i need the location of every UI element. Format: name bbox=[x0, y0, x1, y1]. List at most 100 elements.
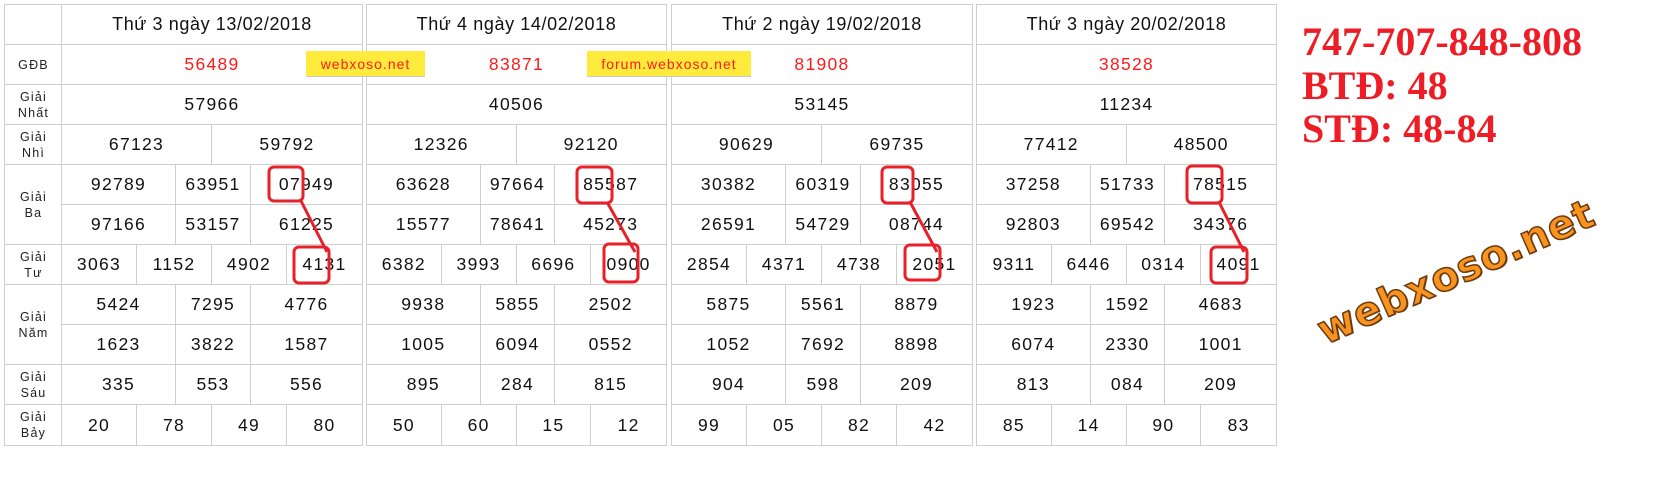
fifth-prize-cell: 7692 bbox=[786, 325, 861, 364]
results-table-day-3: Thứ 2 ngày 19/02/2018 81908 53145 90629 6973… bbox=[671, 4, 973, 446]
prize-label: Giải Năm bbox=[5, 285, 62, 365]
sixth-prize-cell: 284 bbox=[481, 365, 556, 404]
sixth-prize-cell: 335 bbox=[62, 365, 176, 404]
fifth-prize-cell: 8879 bbox=[894, 294, 939, 314]
prize-label: Giải Sáu bbox=[5, 365, 62, 405]
fifth-prize-cell: 2502 bbox=[588, 294, 633, 314]
third-prize-row: 30382 60319 83055 bbox=[672, 165, 972, 205]
date-header-cell: Thứ 2 ngày 19/02/2018 bbox=[722, 14, 922, 34]
seventh-prize-cell: 12 bbox=[617, 414, 640, 435]
prize-label: Giải Bảy bbox=[19, 410, 48, 440]
third-prize-cell: 69542 bbox=[1091, 205, 1166, 244]
seventh-prize-cell: 49 bbox=[212, 405, 287, 445]
sixth-prize-cell: 553 bbox=[176, 365, 251, 404]
sixth-prize-cell: 556 bbox=[289, 374, 324, 394]
fourth-prize-cell: 3993 bbox=[442, 245, 517, 284]
seventh-prize-row: 99 05 82 42 bbox=[672, 405, 972, 445]
seventh-prize-cell: 85 bbox=[977, 405, 1052, 445]
fifth-prize-cell: 4683 bbox=[1198, 294, 1243, 314]
fourth-prize-cell: 6446 bbox=[1052, 245, 1127, 284]
fourth-prize-row: 6382 3993 6696 0900 bbox=[367, 245, 666, 285]
sixth-prize-cell: 813 bbox=[977, 365, 1091, 404]
fifth-prize-cell: 0552 bbox=[588, 334, 633, 354]
seventh-prize-cell: 78 bbox=[137, 405, 212, 445]
seventh-prize-cell: 80 bbox=[313, 414, 336, 435]
special-prize-row: 56489 bbox=[62, 45, 362, 85]
fifth-prize-cell: 1592 bbox=[1091, 285, 1166, 324]
seventh-prize-cell: 42 bbox=[923, 414, 946, 435]
fifth-prize-row: 1052 7692 8898 bbox=[672, 325, 972, 365]
third-prize-cell: 45273 bbox=[583, 214, 639, 234]
fourth-prize-cell: 4131 bbox=[302, 254, 347, 274]
fifth-prize-row: 6074 2330 1001 bbox=[977, 325, 1276, 365]
webxoso-banner[interactable]: webxoso.net bbox=[306, 51, 425, 77]
fourth-prize-cell: 3063 bbox=[62, 245, 137, 284]
first-prize-row: 40506 bbox=[367, 85, 666, 125]
third-prize-cell: 34376 bbox=[1193, 214, 1249, 234]
fifth-prize-cell: 5875 bbox=[672, 285, 786, 324]
sixth-prize-cell: 209 bbox=[899, 374, 934, 394]
second-prize-row: 77412 48500 bbox=[977, 125, 1276, 165]
second-prize-cell: 59792 bbox=[259, 134, 315, 154]
sixth-prize-row: 813 084 209 bbox=[977, 365, 1276, 405]
forum-webxoso-banner[interactable]: forum.webxoso.net bbox=[587, 51, 751, 77]
prize-label: Giải Nhất bbox=[5, 85, 62, 125]
third-prize-row: 92803 69542 34376 bbox=[977, 205, 1276, 245]
fourth-prize-cell: 0314 bbox=[1127, 245, 1202, 284]
third-prize-cell: 83055 bbox=[888, 174, 945, 194]
fifth-prize-cell: 7295 bbox=[176, 285, 251, 324]
fourth-prize-cell: 4902 bbox=[212, 245, 287, 284]
third-prize-cell: 54729 bbox=[786, 205, 861, 244]
first-prize-cell: 40506 bbox=[488, 94, 545, 114]
third-prize-cell: 92803 bbox=[977, 205, 1091, 244]
fourth-prize-cell: 4091 bbox=[1216, 254, 1261, 274]
seventh-prize-cell: 14 bbox=[1052, 405, 1127, 445]
prize-label: Giải Nhì bbox=[5, 125, 62, 165]
first-prize-cell: 11234 bbox=[1099, 94, 1154, 114]
prize-label: GĐB bbox=[5, 45, 62, 85]
third-prize-cell: 63628 bbox=[367, 165, 481, 204]
prize-label: Giải Ba bbox=[5, 165, 62, 245]
second-prize-cell: 69735 bbox=[869, 134, 925, 154]
special-prize-cell: 56489 bbox=[184, 54, 240, 74]
seventh-prize-cell: 60 bbox=[442, 405, 517, 445]
seventh-prize-cell: 50 bbox=[367, 405, 442, 445]
date-header-row: Thứ 4 ngày 14/02/2018 bbox=[367, 5, 666, 45]
third-prize-row: 15577 78641 45273 bbox=[367, 205, 666, 245]
third-prize-cell: 26591 bbox=[672, 205, 786, 244]
special-prize-row: 81908 bbox=[672, 45, 972, 85]
first-prize-row: 53145 bbox=[672, 85, 972, 125]
fourth-prize-cell: 0900 bbox=[606, 254, 651, 274]
special-prize-cell: 38528 bbox=[1098, 54, 1155, 74]
third-prize-cell: 30382 bbox=[672, 165, 786, 204]
fourth-prize-cell: 2854 bbox=[672, 245, 747, 284]
fifth-prize-cell: 5424 bbox=[62, 285, 176, 324]
date-header-cell: Thứ 3 ngày 20/02/2018 bbox=[1026, 14, 1227, 34]
fifth-prize-row: 1005 6094 0552 bbox=[367, 325, 666, 365]
third-prize-row: 97166 53157 61225 bbox=[62, 205, 362, 245]
fifth-prize-cell: 3822 bbox=[176, 325, 251, 364]
special-prize-cell: 81908 bbox=[794, 54, 850, 74]
second-prize-cell: 12326 bbox=[367, 125, 517, 164]
seventh-prize-cell: 15 bbox=[517, 405, 592, 445]
date-header-row: Thứ 2 ngày 19/02/2018 bbox=[672, 5, 972, 45]
third-prize-cell: 92789 bbox=[62, 165, 176, 204]
second-prize-cell: 90629 bbox=[672, 125, 822, 164]
second-prize-cell: 92120 bbox=[563, 134, 619, 154]
first-prize-cell: 53145 bbox=[794, 94, 850, 114]
sixth-prize-cell: 815 bbox=[594, 374, 628, 394]
sixth-prize-cell: 209 bbox=[1204, 374, 1238, 394]
sixth-prize-cell: 598 bbox=[786, 365, 861, 404]
seventh-prize-row: 20 78 49 80 bbox=[62, 405, 362, 445]
sixth-prize-cell: 895 bbox=[367, 365, 481, 404]
fifth-prize-row: 1623 3822 1587 bbox=[62, 325, 362, 365]
seventh-prize-row: 85 14 90 83 bbox=[977, 405, 1276, 445]
fourth-prize-cell: 9311 bbox=[977, 245, 1052, 284]
third-prize-cell: 08744 bbox=[888, 214, 945, 234]
prediction-btd: BTĐ: 48 bbox=[1302, 63, 1448, 108]
fourth-prize-cell: 6696 bbox=[517, 245, 592, 284]
prediction-numbers: 747-707-848-808 bbox=[1302, 19, 1582, 64]
date-header-row: Thứ 3 ngày 13/02/2018 bbox=[62, 5, 362, 45]
third-prize-row: 26591 54729 08744 bbox=[672, 205, 972, 245]
fourth-prize-row: 3063 1152 4902 4131 bbox=[62, 245, 362, 285]
